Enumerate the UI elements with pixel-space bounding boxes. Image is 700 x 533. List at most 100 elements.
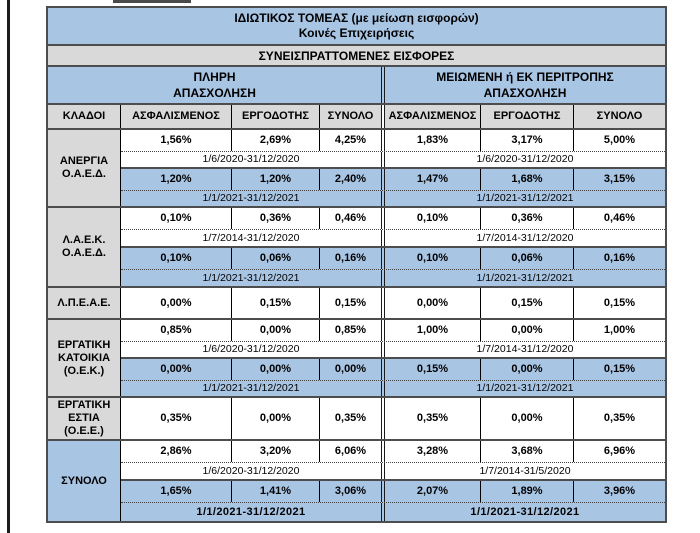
period-date: 1/1/2021-31/12/2021 [202, 272, 300, 284]
rates-row: 0,00% 0,15% 0,15% 0,00% 0,15% 0,15% [121, 288, 665, 318]
period-date: 1/7/2014-31/12/2020 [381, 342, 665, 357]
rate-cell: 0,36% [481, 208, 574, 229]
row-label-line: ΕΣΤΙΑ [68, 412, 100, 424]
title-line-2: Κοινές Επιχειρήσεις [298, 26, 415, 40]
row-label-line: Λ.Π.Ε.Α.Ε. [57, 296, 111, 309]
row-label-anergia-oaed: ΑΝΕΡΓΙΑ Ο.Α.Ε.Δ. [48, 130, 121, 206]
rate-cell: 1,20% [232, 169, 320, 190]
rate-cell: 0,15% [603, 297, 636, 309]
group-header-full-employment: ΠΛΗΡΗ ΑΠΑΣΧΟΛΗΣΗ [48, 67, 381, 103]
group1-line-2: ΑΠΑΣΧΟΛΗΣΗ [173, 86, 256, 100]
rate-cell: 2,86% [121, 441, 232, 462]
rate-cell: 0,35% [603, 412, 636, 424]
period-date: 1/1/2021-31/12/2021 [381, 503, 665, 521]
row-label-line: ΑΝΕΡΓΙΑ [59, 155, 109, 167]
rate-cell: 1,83% [385, 130, 481, 151]
rate-cell: 0,16% [603, 252, 636, 264]
rate-cell: 1,68% [481, 169, 574, 190]
period-2021-highlighted: 0,10% 0,06% 0,16% 0,10% 0,06% 0,16% 1/1/… [121, 246, 665, 286]
dates-row: 1/1/2021-31/12/2021 1/1/2021-31/12/2021 [121, 380, 665, 396]
rate-cell: 3,20% [232, 441, 320, 462]
row-ergatiki-katoikia: ΕΡΓΑΤΙΚΗ ΚΑΤΟΙΚΙΑ (Ο.Ε.Κ.) 0,85% 0,00% 0… [48, 318, 665, 396]
rate-cell: 0,00% [121, 359, 232, 380]
rate-cell: 0,46% [334, 212, 367, 224]
rate-cell: 6,06% [334, 445, 367, 457]
row-label-line: Λ.Α.Ε.Κ. [62, 234, 106, 246]
row-content: 1,56% 2,69% 4,25% 1,83% 3,17% 5,00% 1/6/… [121, 130, 665, 206]
rate-cell: 0,00% [232, 359, 320, 380]
rate-cell: 3,28% [385, 441, 481, 462]
rate-cell: 3,96% [603, 485, 636, 497]
period-date: 1/1/2021-31/12/2021 [196, 506, 306, 518]
column-header-total-full: ΣΥΝΟΛΟ [320, 105, 381, 128]
rate-cell: 1,47% [385, 169, 481, 190]
group2-line-2: ΑΠΑΣΧΟΛΗΣΗ [483, 86, 567, 100]
rate-cell: 4,25% [334, 134, 367, 146]
rates-row: 0,35% 0,00% 0,35% 0,35% 0,00% 0,35% [121, 398, 665, 439]
column-header-row: ΚΛΑΔΟΙ ΑΣΦΑΛΙΣΜΕΝΟΣ ΕΡΓΟΔΟΤΗΣ ΣΥΝΟΛΟ ΑΣΦ… [48, 103, 665, 128]
rate-cell: 0,85% [334, 324, 367, 336]
rate-cell: 0,15% [603, 363, 636, 375]
rate-cell: 3,68% [481, 441, 574, 462]
group2-line-1: ΜΕΙΩΜΕΝΗ ή ΕΚ ΠΕΡΙΤΡΟΠΗΣ [436, 70, 614, 84]
row-laek-oaed: Λ.Α.Ε.Κ. Ο.Α.Ε.Δ. 0,10% 0,36% 0,46% 0,10… [48, 206, 665, 286]
column-headers-full: ΑΣΦΑΛΙΣΜΕΝΟΣ ΕΡΓΟΔΟΤΗΣ ΣΥΝΟΛΟ [121, 105, 381, 128]
period-date: 1/7/2014-31/12/2020 [202, 232, 300, 244]
row-ergatiki-estia: ΕΡΓΑΤΙΚΗ ΕΣΤΙΑ (Ο.Ε.Ε.) 0,35% 0,00% 0,35… [48, 396, 665, 439]
dates-row: 1/6/2020-31/12/2020 1/6/2020-31/12/2020 [121, 151, 665, 167]
period-2021-highlighted: 1,20% 1,20% 2,40% 1,47% 1,68% 3,15% 1/1/… [121, 167, 665, 206]
page-left-border-line [7, 0, 10, 533]
rate-cell: 0,10% [121, 248, 232, 269]
rate-cell: 0,00% [121, 288, 232, 318]
single-period: 0,35% 0,00% 0,35% 0,35% 0,00% 0,35% [121, 398, 665, 439]
row-anergia-oaed: ΑΝΕΡΓΙΑ Ο.Α.Ε.Δ. 1,56% 2,69% 4,25% 1,83%… [48, 128, 665, 206]
title-line-1: ΙΔΙΩΤΙΚΟΣ ΤΟΜΕΑΣ (με μείωση εισφορών) [234, 11, 479, 25]
rate-cell: 0,46% [603, 212, 636, 224]
row-content: 0,85% 0,00% 0,85% 1,00% 0,00% 1,00% 1/6/… [121, 320, 665, 396]
rate-cell: 1,65% [121, 481, 232, 502]
period-date: 1/1/2021-31/12/2021 [202, 192, 300, 204]
period-date: 1/6/2020-31/12/2020 [202, 343, 300, 355]
rate-cell: 0,16% [334, 252, 367, 264]
dates-row: 1/6/2020-31/12/2020 1/7/2014-31/12/2020 [121, 341, 665, 357]
rate-cell: 0,36% [232, 208, 320, 229]
period-2020: 2,86% 3,20% 6,06% 3,28% 3,68% 6,96% 1/6/… [121, 441, 665, 479]
row-label-line: Ο.Α.Ε.Δ. [62, 247, 106, 259]
rate-cell: 0,06% [232, 248, 320, 269]
rates-row: 2,86% 3,20% 6,06% 3,28% 3,68% 6,96% [121, 441, 665, 462]
period-2021-highlighted: 0,00% 0,00% 0,00% 0,15% 0,00% 0,15% 1/1/… [121, 357, 665, 396]
row-lpeae: Λ.Π.Ε.Α.Ε. 0,00% 0,15% 0,15% 0,00% 0,15%… [48, 286, 665, 318]
rates-row: 1,20% 1,20% 2,40% 1,47% 1,68% 3,15% [121, 169, 665, 190]
rate-cell: 1,41% [232, 481, 320, 502]
rate-cell: 6,96% [603, 445, 636, 457]
period-date: 1/1/2021-31/12/2021 [202, 382, 300, 394]
rate-cell: 0,35% [334, 412, 367, 424]
rate-cell: 1,20% [121, 169, 232, 190]
rate-cell: 2,40% [334, 173, 367, 185]
row-label-laek-oaed: Λ.Α.Ε.Κ. Ο.Α.Ε.Δ. [48, 208, 121, 286]
rate-cell: 0,00% [481, 359, 574, 380]
rate-cell: 0,10% [385, 208, 481, 229]
single-period: 0,00% 0,15% 0,15% 0,00% 0,15% 0,15% [121, 288, 665, 318]
cropped-text-artifact [113, 0, 191, 3]
rate-cell: 0,00% [481, 320, 574, 341]
period-2020: 0,10% 0,36% 0,46% 0,10% 0,36% 0,46% 1/7/… [121, 208, 665, 246]
rate-cell: 0,06% [481, 248, 574, 269]
row-label-synolo: ΣΥΝΟΛΟ [48, 441, 121, 521]
rates-row: 0,10% 0,36% 0,46% 0,10% 0,36% 0,46% [121, 208, 665, 229]
rate-cell: 1,89% [481, 481, 574, 502]
period-date: 1/7/2014-31/5/2020 [381, 463, 665, 479]
period-date: 1/7/2014-31/12/2020 [381, 230, 665, 246]
rate-cell: 0,15% [385, 359, 481, 380]
row-label-lpeae: Λ.Π.Ε.Α.Ε. [48, 288, 121, 318]
row-label-line: ΕΡΓΑΤΙΚΗ [57, 338, 111, 351]
row-label-line: (Ο.Ε.Ε.) [64, 425, 104, 437]
rate-cell: 0,85% [121, 320, 232, 341]
row-label-line: ΚΑΤΟΙΚΙΑ [57, 351, 111, 364]
dates-row: 1/7/2014-31/12/2020 1/7/2014-31/12/2020 [121, 229, 665, 246]
table-title: ΙΔΙΩΤΙΚΟΣ ΤΟΜΕΑΣ (με μείωση εισφορών) Κο… [48, 8, 665, 44]
rate-cell: 0,35% [121, 398, 232, 439]
column-headers-reduced: ΑΣΦΑΛΙΣΜΕΝΟΣ ΕΡΓΟΔΟΤΗΣ ΣΥΝΟΛΟ [381, 105, 665, 128]
rate-cell: 0,00% [232, 398, 320, 439]
rate-cell: 3,17% [481, 130, 574, 151]
